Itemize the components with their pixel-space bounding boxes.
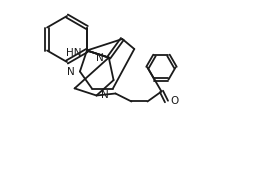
Text: N: N — [101, 91, 109, 100]
Text: N: N — [96, 53, 104, 63]
Text: N: N — [67, 67, 75, 76]
Text: HN: HN — [66, 47, 82, 57]
Text: O: O — [171, 96, 179, 106]
